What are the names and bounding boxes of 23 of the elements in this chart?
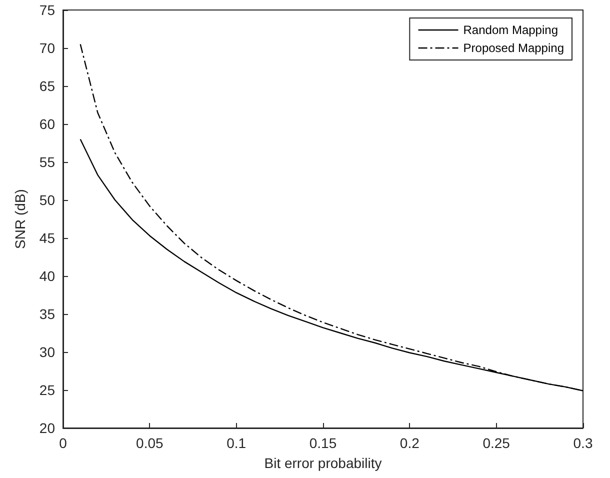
- x-tick-label: 0.2: [400, 435, 420, 451]
- legend-label: Random Mapping: [463, 23, 558, 37]
- y-tick-label: 45: [39, 230, 56, 246]
- x-tick-label: 0.15: [309, 435, 337, 451]
- y-tick-label: 35: [39, 306, 56, 322]
- y-tick-label: 30: [39, 344, 56, 360]
- y-tick-label: 75: [39, 2, 56, 18]
- x-axis-title: Bit error probability: [264, 455, 382, 471]
- y-tick-label: 55: [39, 154, 56, 170]
- y-tick-label: 20: [39, 420, 56, 436]
- y-tick-label: 40: [39, 268, 56, 284]
- x-tick-label: 0.05: [136, 435, 164, 451]
- y-tick-label: 65: [39, 78, 56, 94]
- y-axis-title: SNR (dB): [12, 189, 28, 249]
- x-tick-label: 0.25: [482, 435, 510, 451]
- y-tick-label: 25: [39, 382, 56, 398]
- y-tick-label: 50: [39, 192, 56, 208]
- x-tick-label: 0.3: [573, 435, 593, 451]
- y-tick-label: 70: [39, 40, 56, 56]
- y-tick-label: 60: [39, 116, 56, 132]
- x-tick-label: 0.1: [226, 435, 246, 451]
- legend-label: Proposed Mapping: [463, 41, 564, 55]
- x-tick-label: 0: [59, 435, 68, 451]
